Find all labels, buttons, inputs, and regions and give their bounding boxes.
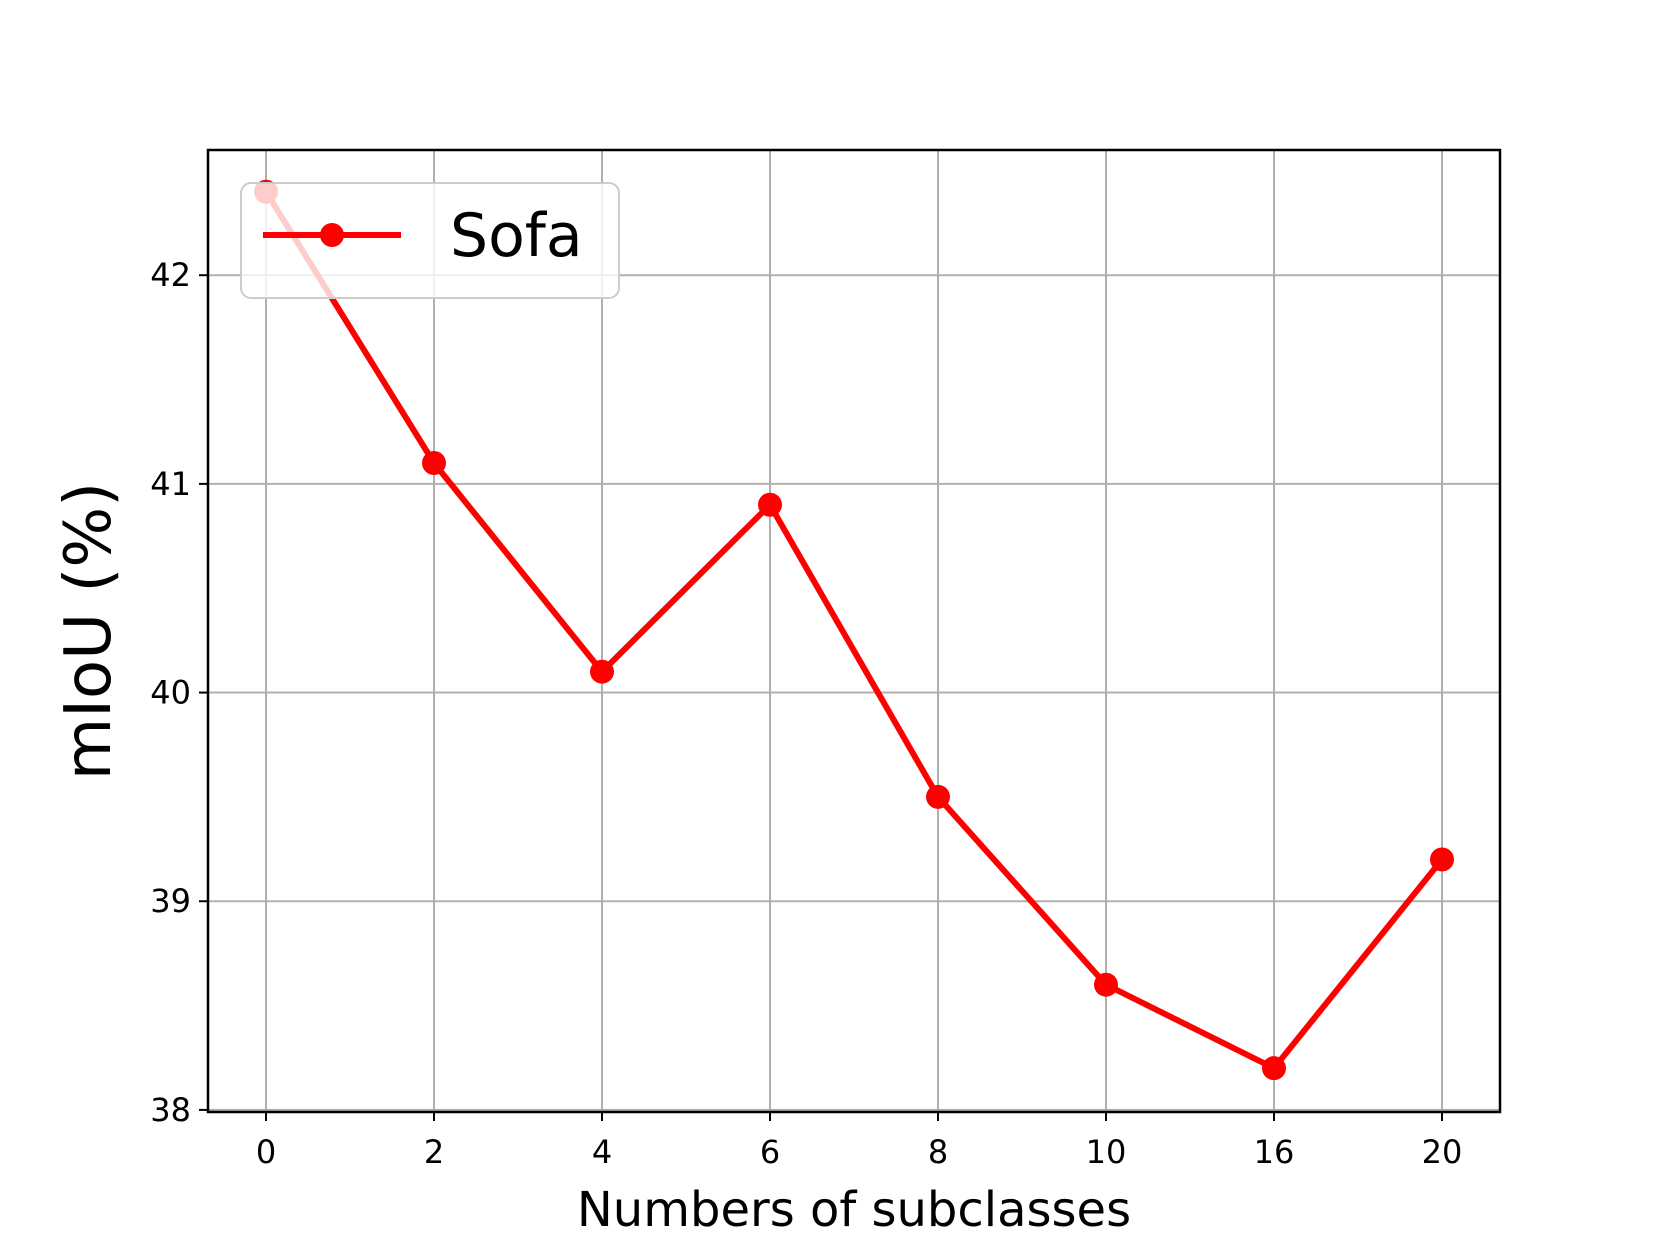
- y-tick-label: 39: [150, 882, 191, 920]
- x-tick-label: 0: [256, 1133, 276, 1171]
- y-axis-title: mIoU (%): [52, 482, 126, 780]
- data-point: [1094, 972, 1118, 997]
- legend: Sofa: [240, 182, 620, 299]
- y-tick-label: 42: [150, 256, 191, 294]
- plot-area-frame: [206, 148, 1502, 1114]
- y-tick-label: 41: [150, 465, 191, 503]
- x-tick-label: 8: [928, 1133, 948, 1171]
- y-tick-label: 40: [150, 674, 191, 712]
- x-tick-label: 16: [1254, 1133, 1295, 1171]
- x-tick-label: 6: [760, 1133, 780, 1171]
- data-point: [926, 784, 950, 809]
- data-point: [758, 492, 782, 517]
- y-tick-label: 38: [150, 1091, 191, 1129]
- x-axis-title: Numbers of subclasses: [577, 1182, 1131, 1238]
- data-point: [590, 659, 614, 684]
- series-line-sofa: [263, 190, 1445, 1072]
- data-point: [1430, 847, 1454, 872]
- x-tick-label: 2: [424, 1133, 444, 1171]
- data-point: [422, 451, 446, 476]
- legend-marker-swatch: [320, 223, 344, 247]
- x-tick-label: 20: [1422, 1133, 1463, 1171]
- data-point: [1262, 1056, 1286, 1081]
- legend-box: [240, 182, 620, 299]
- grid: [208, 150, 1500, 1112]
- x-tick-label: 10: [1086, 1133, 1127, 1171]
- legend-label-sofa: Sofa: [450, 201, 583, 271]
- ticks: 0 2 4 6 8 10 16 20 38 39 40 41 42: [150, 256, 1462, 1171]
- x-tick-label: 4: [592, 1133, 612, 1171]
